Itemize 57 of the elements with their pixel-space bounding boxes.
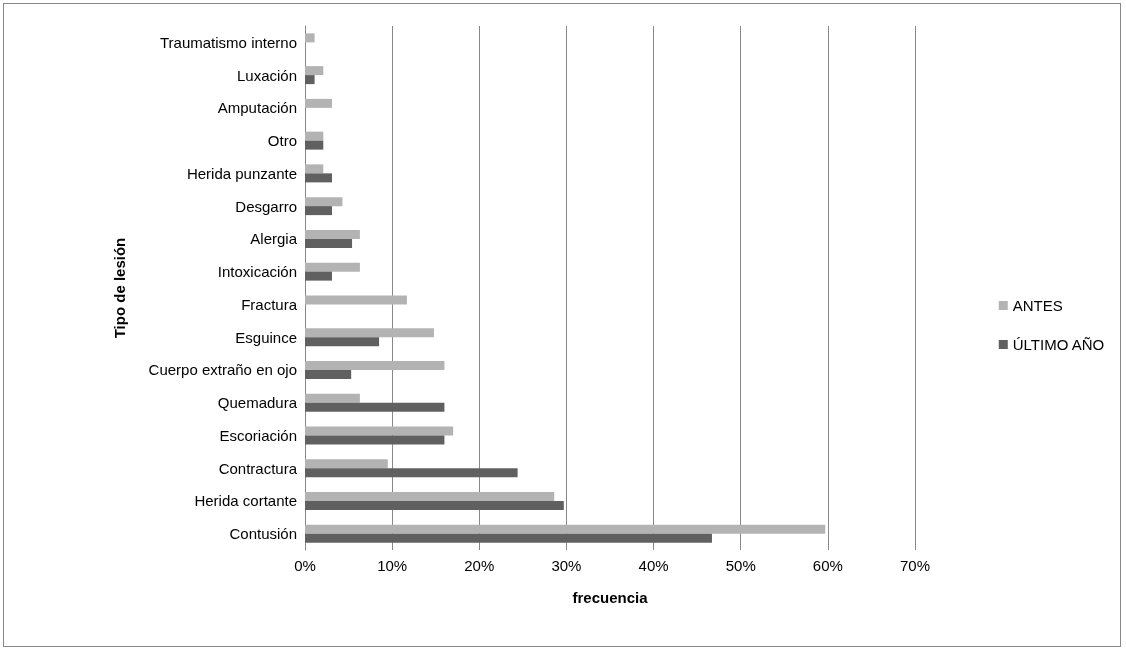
bar (305, 173, 333, 183)
y-tick-label: Desgarro (235, 197, 297, 215)
bar (305, 328, 434, 338)
y-tick-label: Traumatismo interno (160, 33, 297, 51)
x-tick-label: 30% (551, 557, 582, 574)
x-tick-label: 10% (377, 557, 408, 574)
bar (305, 33, 315, 43)
x-tick-label: 40% (638, 557, 669, 574)
bar (305, 262, 360, 272)
x-axis-title: frecuencia (572, 589, 649, 606)
y-tick-label: Amputación (217, 99, 297, 117)
bar (305, 98, 333, 108)
x-tick-label: 0% (294, 557, 316, 574)
bar (305, 426, 454, 436)
y-tick-label: Cuerpo extraño en ojo (148, 361, 297, 379)
legend-label: ANTES (1012, 297, 1063, 314)
y-tick-label: Herida cortante (194, 492, 297, 510)
bar (305, 131, 324, 141)
bar (305, 229, 360, 239)
x-tick-label: 50% (725, 557, 756, 574)
bar (305, 75, 315, 85)
y-tick-label: Quemadura (217, 394, 298, 412)
bar (305, 369, 352, 379)
bar (305, 66, 324, 76)
y-tick-label: Escoriación (219, 426, 297, 444)
x-tick-label: 60% (812, 557, 843, 574)
bar (305, 337, 380, 347)
y-tick-label: Alergia (250, 230, 298, 248)
bar (305, 295, 407, 305)
bar (305, 533, 712, 543)
bar (305, 500, 564, 510)
y-tick-label: Fractura (241, 295, 298, 313)
bar (305, 402, 445, 412)
bar (305, 360, 445, 370)
x-tick-label: 70% (899, 557, 931, 574)
bar (305, 524, 826, 534)
y-tick-label: Esguince (235, 328, 297, 346)
bar (305, 140, 324, 150)
y-tick-label: Herida punzante (186, 164, 297, 182)
bar (305, 468, 518, 478)
bar (305, 459, 388, 469)
x-tick-label: 20% (464, 557, 495, 574)
bar (305, 271, 333, 281)
bar (305, 491, 555, 501)
bar (305, 164, 324, 174)
bar (305, 206, 333, 216)
bar (305, 197, 343, 207)
bar (305, 238, 353, 248)
y-tick-label: Otro (267, 132, 297, 150)
y-tick-label: Intoxicación (217, 263, 297, 281)
y-tick-label: Contusión (229, 525, 297, 543)
y-tick-label: Contractura (218, 459, 298, 477)
bar (305, 435, 445, 445)
y-axis-title: Tipo de lesión (111, 237, 128, 339)
bar (305, 393, 360, 403)
legend-label: ÚLTIMO AÑO (1012, 336, 1105, 353)
y-tick-label: Luxación (236, 66, 297, 84)
